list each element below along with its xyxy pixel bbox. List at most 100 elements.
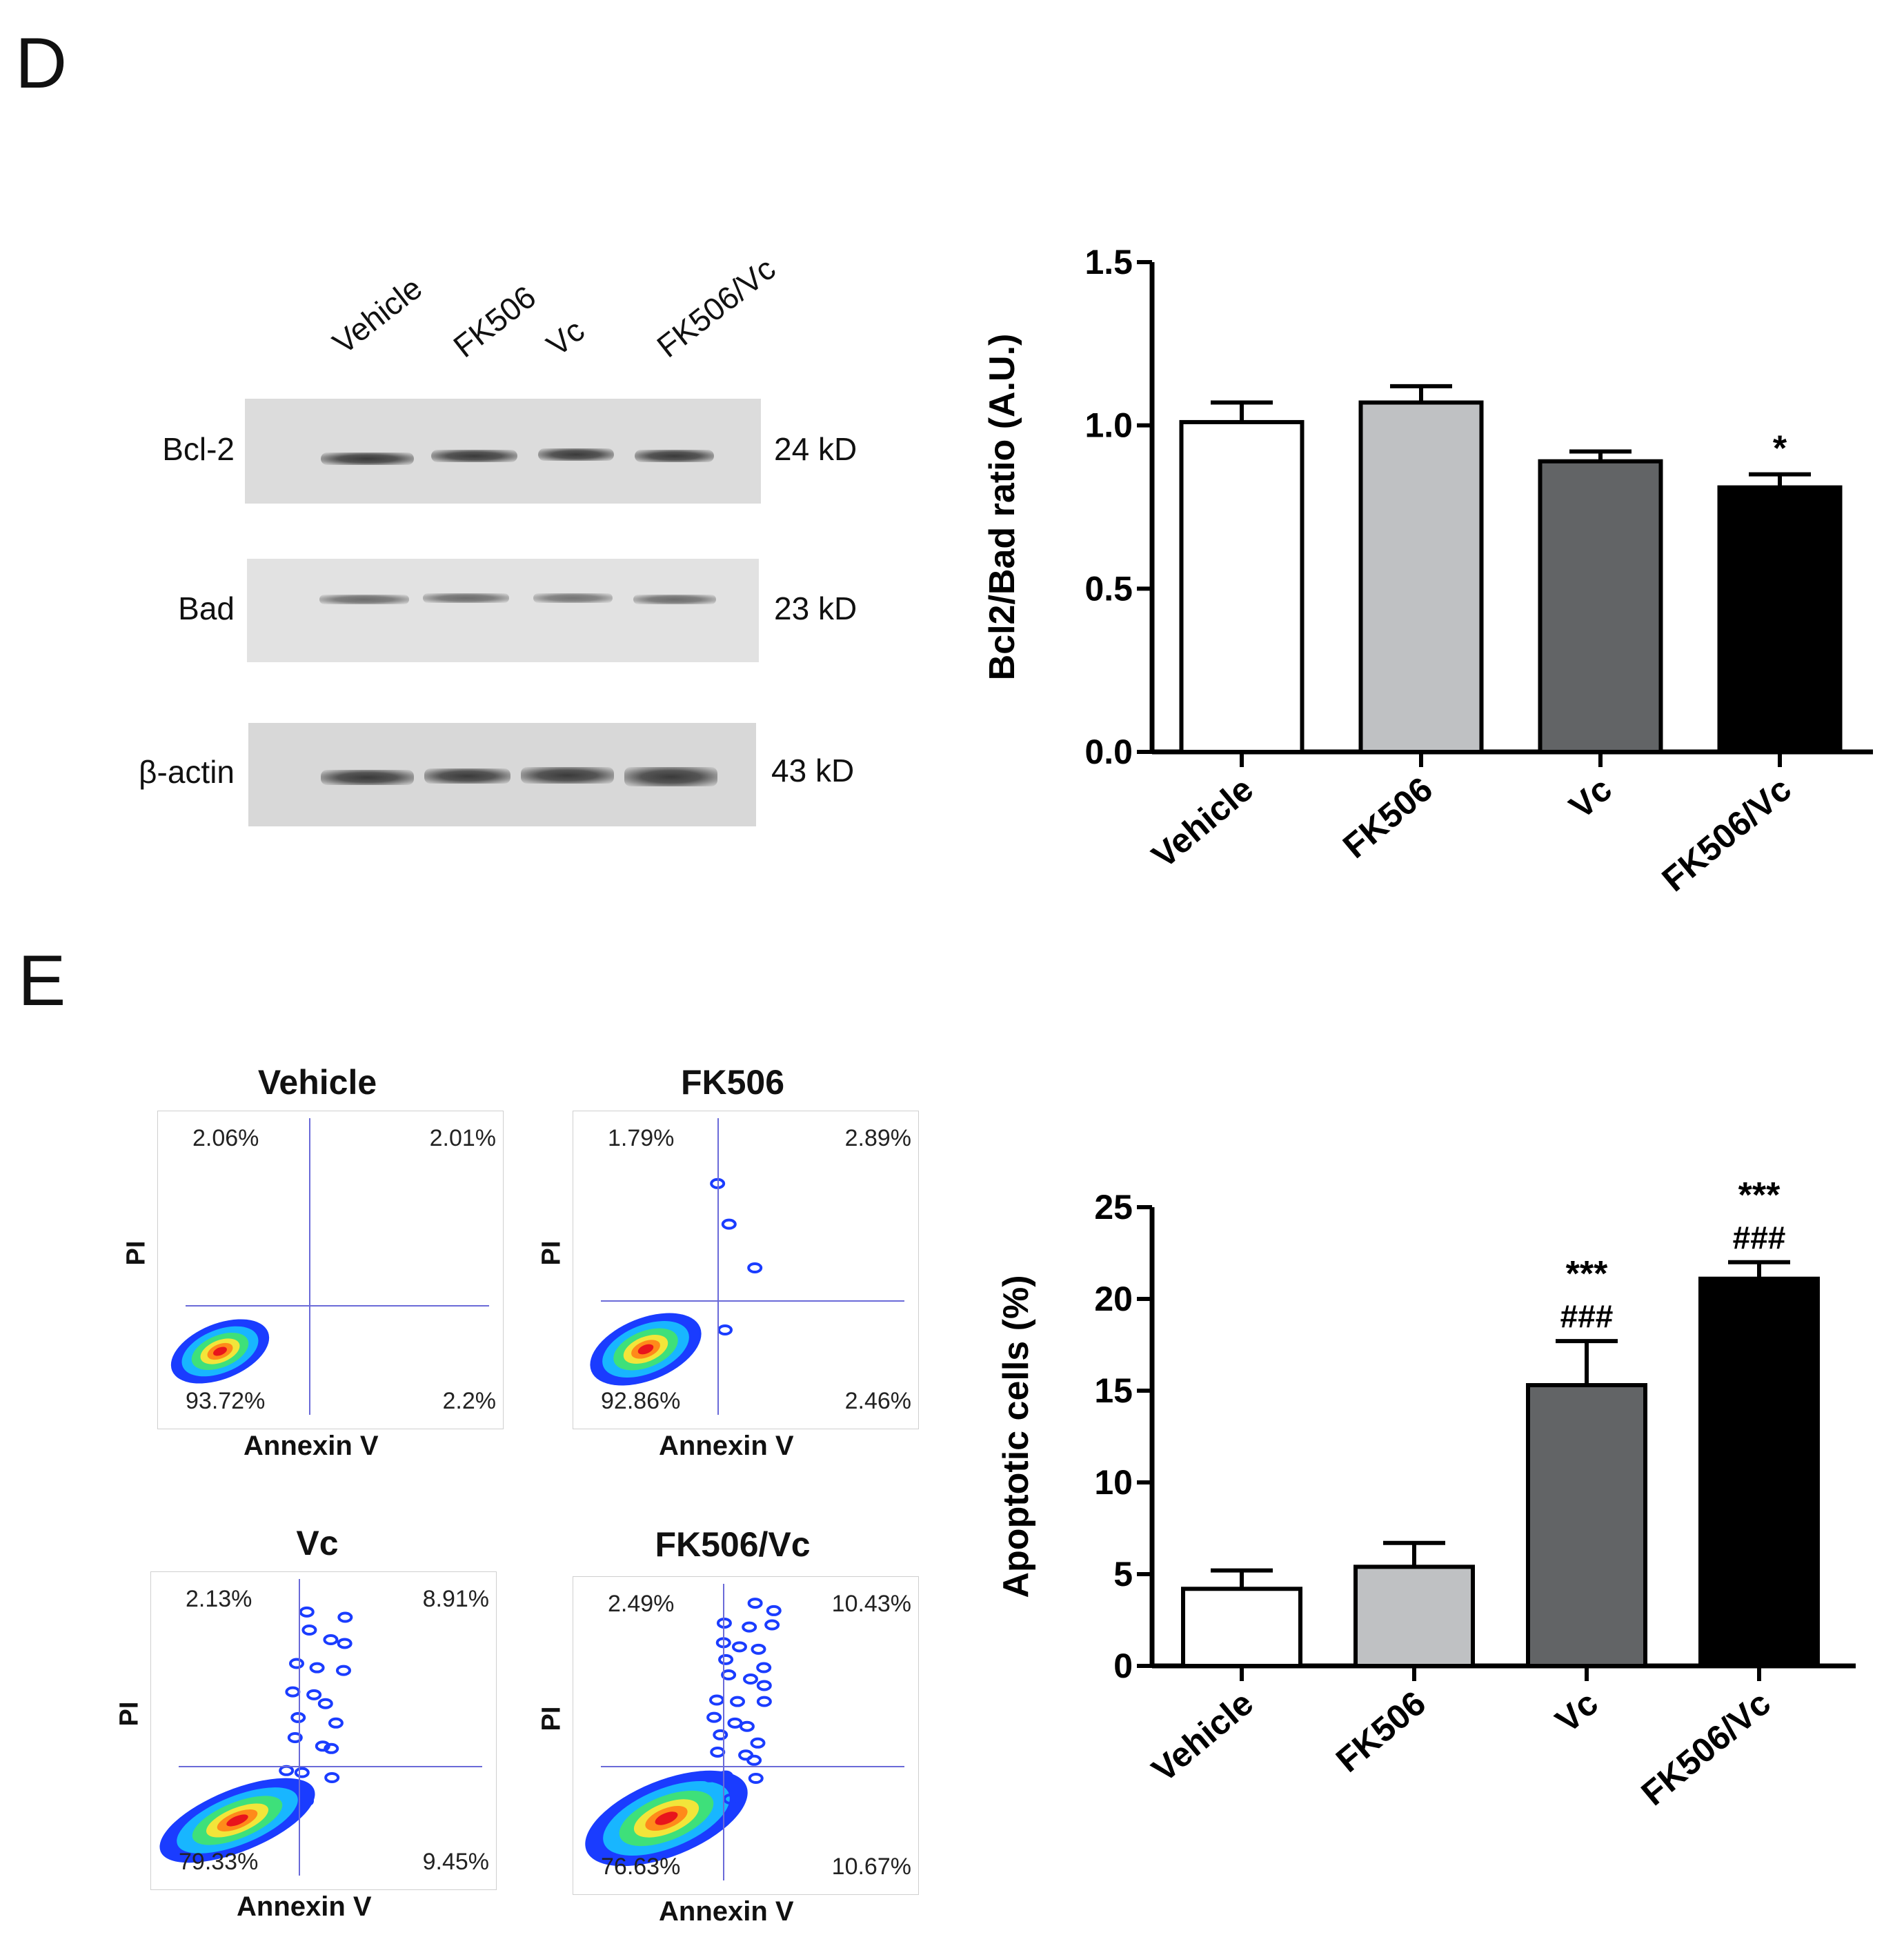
density-contour <box>226 1814 248 1827</box>
quadrant-percentage: 76.63% <box>601 1854 681 1880</box>
flow-y-axis-label: PI <box>115 1701 144 1727</box>
band <box>533 593 613 603</box>
blot-strip-actin <box>248 723 756 826</box>
density-contour <box>285 1686 301 1698</box>
quadrant-percentage: 10.43% <box>831 1591 911 1617</box>
density-contour <box>746 1754 762 1766</box>
x-tick-label: FK506/Vc <box>1655 770 1798 900</box>
density-contour <box>655 1811 678 1825</box>
y-axis-label: Bcl2/Bad ratio (A.U.) <box>982 334 1022 681</box>
flow-plot: 1.79% 2.89% 92.86% 2.46% <box>573 1111 919 1429</box>
y-tick-label: 10 <box>1094 1463 1133 1502</box>
y-tick-label: 0 <box>1113 1647 1133 1685</box>
density-contour <box>721 1669 737 1681</box>
blot-kd-label: 24 kD <box>774 431 857 467</box>
y-axis-label: Apoptotic cells (%) <box>996 1275 1036 1598</box>
bar <box>1526 1383 1647 1668</box>
y-tick-label: 25 <box>1094 1188 1133 1226</box>
flow-density-plot <box>159 1579 482 1876</box>
quadrant-percentage: 93.72% <box>186 1388 266 1414</box>
density-contour <box>213 1347 227 1356</box>
density-contour <box>764 1619 780 1631</box>
flow-plot: 2.06% 2.01% 93.72% 2.2% <box>157 1111 504 1429</box>
lane-label: FK506 <box>446 278 543 365</box>
quadrant-percentage: 2.13% <box>186 1586 252 1612</box>
quadrant-percentage: 2.89% <box>844 1125 911 1151</box>
band <box>319 595 409 604</box>
density-contour <box>709 1694 725 1706</box>
density-contour <box>706 1711 722 1723</box>
significance-mark: * <box>1773 429 1787 469</box>
flow-plot-title: Vehicle <box>257 1063 377 1102</box>
density-contour <box>323 1634 339 1646</box>
density-contour <box>299 1606 315 1618</box>
blot-strip-bad <box>247 559 759 662</box>
density-contour <box>289 1658 305 1669</box>
panel-label-e: E <box>18 941 66 1021</box>
density-contour <box>713 1729 728 1740</box>
flow-x-axis-label: Annexin V <box>237 1891 372 1922</box>
flow-plot: 2.49% 10.43% 76.63% 10.67% <box>573 1576 919 1895</box>
density-contour <box>290 1711 306 1723</box>
bar-chart-apoptotic: 0 5 10 15 20 25 Apoptotic cells (%) Vehicle FK50… <box>996 1175 1856 1813</box>
density-contour <box>756 1680 772 1691</box>
flow-y-axis-label: PI <box>121 1240 151 1266</box>
flow-y-axis-label: PI <box>537 1706 566 1731</box>
band <box>321 453 414 465</box>
density-contour <box>702 1771 717 1782</box>
density-contour <box>766 1605 782 1616</box>
y-tick-label: 15 <box>1094 1371 1133 1410</box>
y-tick-label: 0.5 <box>1084 569 1133 608</box>
density-contour <box>335 1665 351 1676</box>
flow-x-axis-label: Annexin V <box>659 1431 794 1461</box>
density-contour <box>751 1643 766 1655</box>
significance-mark-hash: ### <box>1560 1298 1614 1334</box>
quadrant-percentage: 2.49% <box>608 1591 675 1617</box>
flow-plot-title: FK506/Vc <box>655 1525 811 1564</box>
density-contour <box>317 1698 333 1709</box>
panel-label-d: D <box>15 23 68 103</box>
band <box>633 595 716 604</box>
y-tick-label: 5 <box>1113 1555 1133 1593</box>
flow-plot-title: FK506 <box>680 1063 785 1102</box>
x-tick-label: FK506 <box>1329 1684 1433 1780</box>
x-tick-label: Vc <box>1548 1684 1605 1740</box>
quadrant-percentage: 79.33% <box>179 1849 259 1875</box>
quadrant-percentage: 1.79% <box>608 1125 675 1151</box>
flow-density-plot <box>590 1118 904 1415</box>
band <box>431 450 517 462</box>
quadrant-percentage: 2.46% <box>844 1388 911 1414</box>
flow-density-plot <box>170 1118 489 1415</box>
y-tick-label: 1.0 <box>1084 406 1133 445</box>
density-contour <box>309 1662 325 1673</box>
band <box>521 767 614 784</box>
density-contour <box>742 1621 757 1633</box>
quadrant-percentage: 2.01% <box>429 1125 496 1151</box>
flow-plot: 2.13% 8.91% 79.33% 9.45% <box>150 1571 497 1890</box>
density-contour <box>279 1765 295 1776</box>
lane-label: Vc <box>539 312 591 364</box>
band <box>423 593 509 603</box>
density-contour <box>739 1720 755 1732</box>
band <box>538 448 614 461</box>
y-tick-label: 1.5 <box>1084 243 1133 281</box>
quadrant-percentage: 9.45% <box>422 1849 489 1875</box>
flow-x-axis-label: Annexin V <box>244 1431 379 1461</box>
density-contour <box>328 1717 344 1729</box>
blot-kd-label: 23 kD <box>774 590 857 626</box>
density-contour <box>747 1262 763 1274</box>
significance-mark: *** <box>1738 1175 1781 1215</box>
density-contour <box>710 1746 726 1758</box>
bar <box>1353 1564 1475 1668</box>
blot-row-label: Bad <box>178 590 235 626</box>
y-tick-label: 20 <box>1094 1280 1133 1318</box>
density-contour <box>717 1324 733 1335</box>
lane-label: FK506/Vc <box>650 250 782 365</box>
bar <box>1181 1587 1302 1669</box>
band <box>424 768 510 784</box>
density-contour <box>731 1641 747 1653</box>
density-contour <box>287 1731 303 1743</box>
density-contour <box>301 1625 317 1636</box>
blot-strip-bcl2 <box>245 399 761 504</box>
density-contour <box>750 1737 766 1749</box>
